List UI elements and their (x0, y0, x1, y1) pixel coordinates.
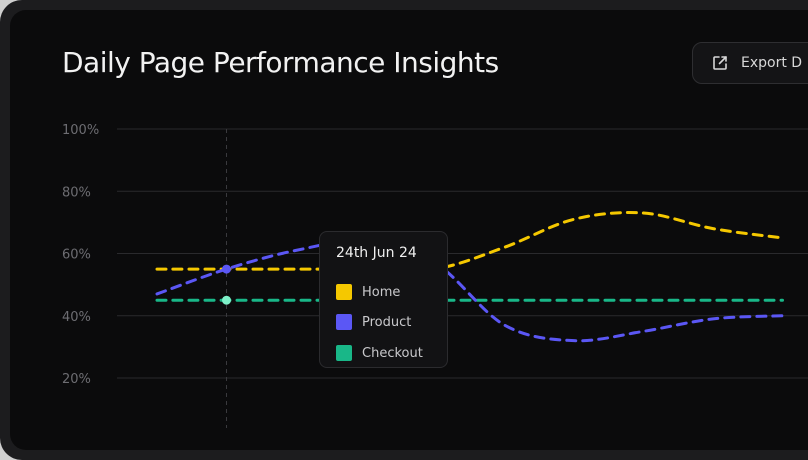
line-chart: 100% 80% 60% 40% 20% (62, 123, 808, 428)
data-point-checkout (222, 295, 231, 305)
tooltip-item-label: Product (362, 314, 412, 330)
tooltip-date: 24th Jun 24 (336, 245, 417, 261)
y-tick-label: 40% (62, 310, 91, 325)
checkout-swatch (336, 345, 352, 361)
tooltip-item-label: Home (362, 284, 401, 300)
tooltip-item-label: Checkout (362, 345, 423, 361)
home-swatch (336, 284, 352, 300)
data-point-product (222, 264, 231, 274)
product-swatch (336, 314, 352, 330)
tooltip-item-checkout: Checkout (336, 345, 423, 361)
y-tick-label: 60% (62, 248, 91, 263)
tooltip-item-product: Product (336, 314, 411, 330)
export-button-label: Export D (741, 55, 803, 71)
chart-card: Daily Page Performance Insights Export D (10, 10, 808, 450)
series-line-home (155, 211, 784, 273)
tooltip-item-home: Home (336, 284, 400, 300)
chart-tooltip: 24th Jun 24 Home Product Checkout (319, 231, 448, 368)
external-link-icon (711, 54, 729, 72)
series-line-product (155, 239, 784, 343)
export-button[interactable]: Export D (692, 42, 808, 84)
y-tick-label: 100% (62, 123, 99, 138)
page-title: Daily Page Performance Insights (62, 46, 499, 79)
y-tick-label: 80% (62, 185, 91, 200)
y-tick-label: 20% (62, 372, 91, 387)
